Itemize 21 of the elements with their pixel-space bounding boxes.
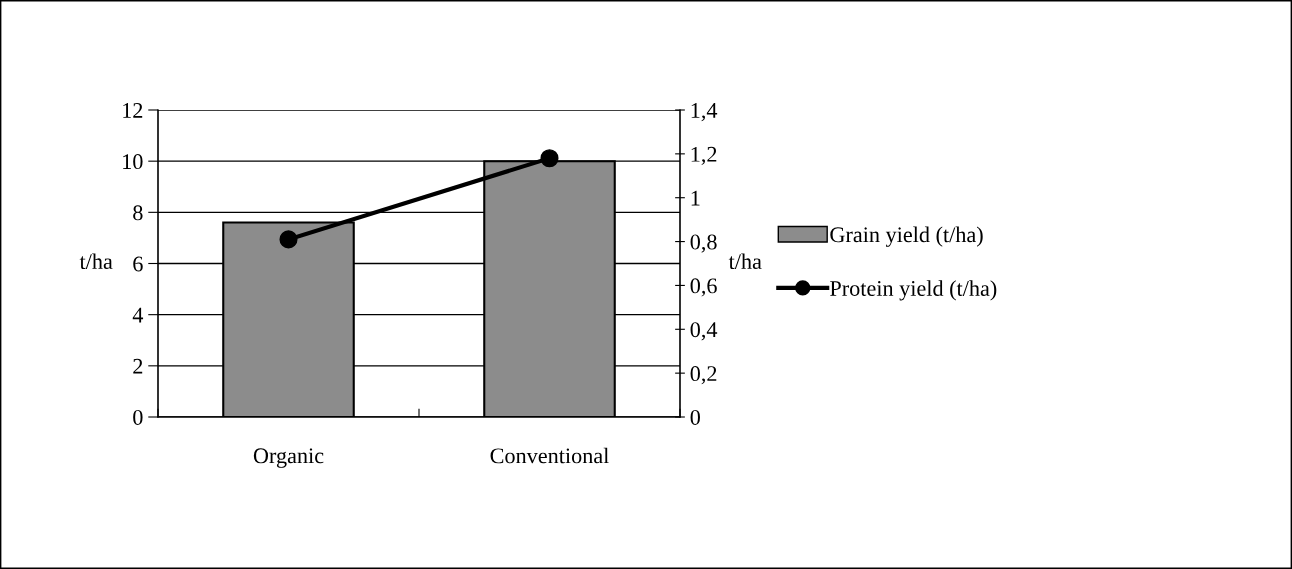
y2-tick-label: 0,4 <box>690 322 718 341</box>
y-axis-title: t/ha <box>79 253 113 270</box>
y2-tick-label: 1,2 <box>691 146 717 165</box>
y2-tick-label: 0 <box>690 409 700 425</box>
x-tick-label: Conventional <box>490 447 609 464</box>
y2-tick-label: 0,6 <box>690 278 717 297</box>
y-tick-label: 12 <box>123 102 143 118</box>
y-tick-label: 10 <box>123 154 143 170</box>
y-tick-label: 4 <box>132 307 144 323</box>
y2-tick-label: 1 <box>691 190 700 206</box>
y2-tick-label: 1,4 <box>691 103 718 122</box>
y-tick-label: 8 <box>133 205 143 221</box>
legend-label: Protein yield (t/ha) <box>830 280 997 301</box>
y2-tick-label: 0,2 <box>690 366 717 385</box>
x-tick-label: Organic <box>253 448 324 468</box>
y-tick-label: 0 <box>133 409 143 425</box>
y2-tick-label: 0,8 <box>690 234 717 253</box>
y2-axis-title: t/ha <box>728 253 762 270</box>
legend-label: Grain yield (t/ha) <box>830 226 983 247</box>
y-tick-label: 6 <box>133 256 143 272</box>
y-tick-label: 2 <box>133 358 143 374</box>
